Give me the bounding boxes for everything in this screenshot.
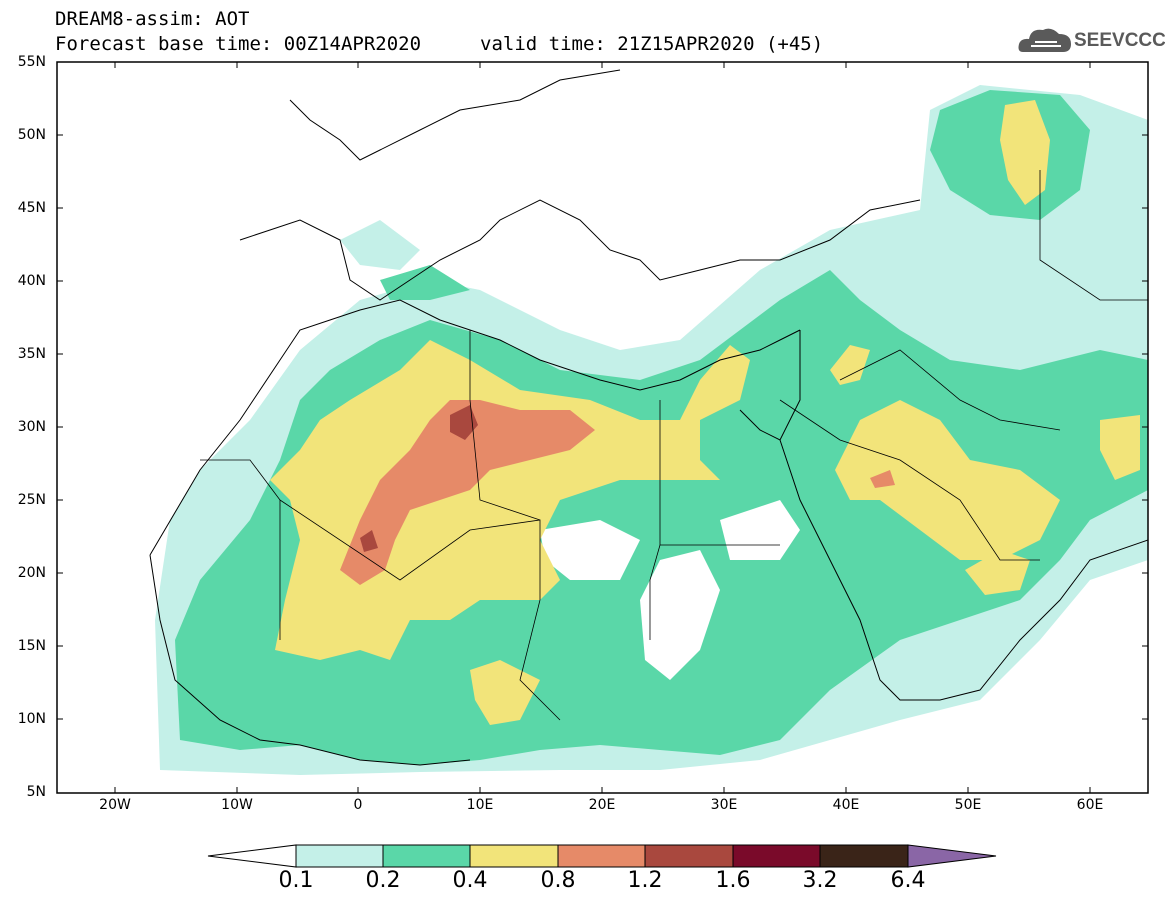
lat-label: 25N — [17, 492, 46, 508]
aot-field-yellow — [270, 100, 1140, 725]
lat-label: 50N — [17, 127, 46, 143]
lon-label: 60E — [1076, 797, 1104, 813]
lon-label: 20E — [588, 797, 616, 813]
aot-field-orange — [340, 400, 895, 585]
colorbar-bin-7 — [819, 844, 909, 868]
lon-label: 20W — [99, 797, 131, 813]
cloud-icon — [1018, 28, 1071, 52]
lat-label: 40N — [17, 273, 46, 289]
colorbar-bin-2 — [382, 844, 471, 868]
colorbar-label: 0.2 — [365, 868, 401, 893]
lon-label: 30E — [710, 797, 738, 813]
colorbar-bin-3 — [469, 844, 559, 868]
lon-label: 40E — [832, 797, 860, 813]
colorbar-bin-4 — [557, 844, 646, 868]
colorbar-label: 6.4 — [890, 868, 926, 893]
colorbar-label: 0.1 — [278, 868, 314, 893]
colorbar-label: 1.2 — [627, 868, 663, 893]
colorbar — [207, 844, 997, 868]
lat-label: 35N — [17, 346, 46, 362]
lat-label: 5N — [26, 784, 46, 800]
colorbar-bin-6 — [732, 844, 821, 868]
lon-label: 10E — [466, 797, 494, 813]
coastlines — [149, 69, 1148, 766]
colorbar-label: 3.2 — [802, 868, 838, 893]
lon-label: 10W — [221, 797, 253, 813]
country-borders — [200, 170, 1148, 721]
lat-label: 45N — [17, 200, 46, 216]
colorbar-label: 1.6 — [715, 868, 751, 893]
colorbar-over-arrow — [907, 844, 997, 868]
colorbar-label: 0.8 — [540, 868, 576, 893]
lat-label: 15N — [17, 638, 46, 654]
map-title: DREAM8-assim: AOT — [55, 8, 250, 30]
valid-time: valid time: 21Z15APR2020 (+45) — [480, 33, 824, 55]
colorbar-label: 0.4 — [452, 868, 488, 893]
lon-label: 50E — [954, 797, 982, 813]
lat-label: 30N — [17, 419, 46, 435]
logo-text: SEEVCCC — [1074, 30, 1165, 51]
colorbar-under-arrow — [207, 844, 297, 868]
lat-label: 10N — [17, 711, 46, 727]
colorbar-bin-1 — [295, 844, 384, 868]
lat-label: 20N — [17, 565, 46, 581]
forecast-base-time: Forecast base time: 00Z14APR2020 — [55, 33, 422, 55]
colorbar-bin-5 — [644, 844, 734, 868]
axis-ticks — [57, 61, 1148, 793]
lon-label: 0 — [353, 797, 363, 813]
lat-label: 55N — [17, 54, 46, 70]
